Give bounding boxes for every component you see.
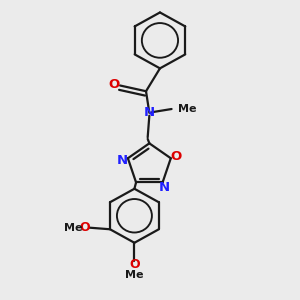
Text: O: O [170, 150, 182, 163]
Text: Me: Me [64, 223, 83, 233]
Text: O: O [79, 221, 90, 234]
Text: Me: Me [178, 104, 196, 114]
Text: Me: Me [125, 269, 144, 280]
Text: O: O [109, 78, 120, 91]
Text: N: N [144, 106, 155, 119]
Text: O: O [129, 258, 140, 271]
Text: N: N [117, 154, 128, 167]
Text: N: N [159, 181, 170, 194]
